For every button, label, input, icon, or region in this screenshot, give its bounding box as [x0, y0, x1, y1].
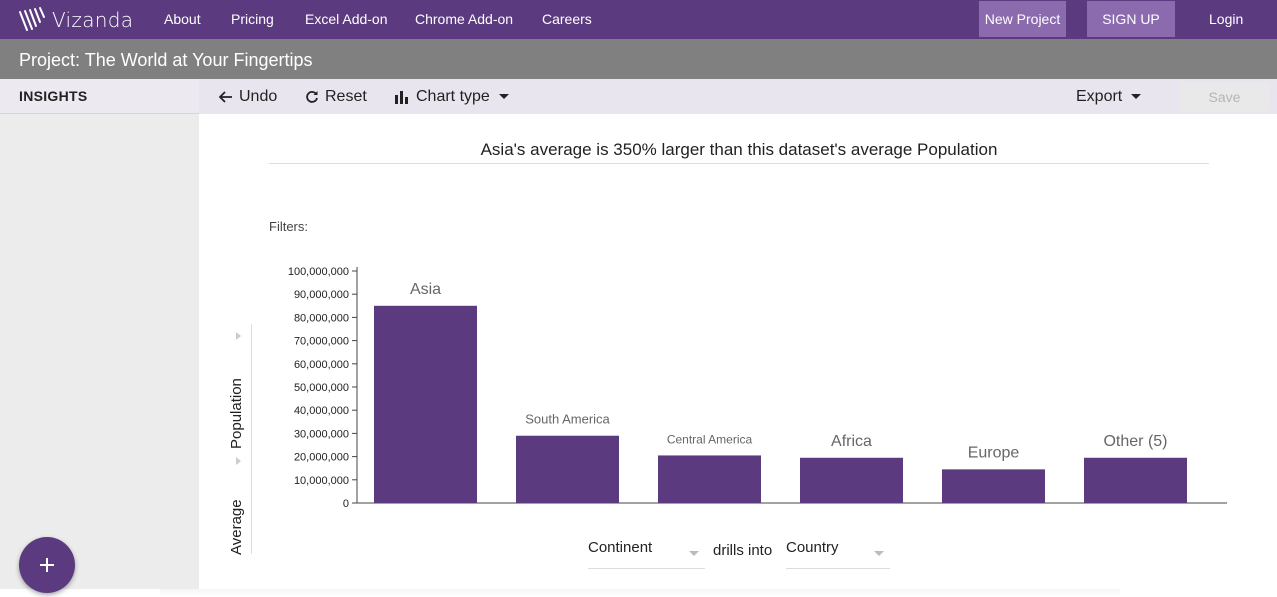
y-tick-label: 60,000,000: [294, 359, 349, 371]
export-dropdown[interactable]: Export: [1076, 79, 1142, 114]
arrow-left-icon: [219, 90, 232, 103]
y-tick-label: 70,000,000: [294, 336, 349, 348]
logo-text: Vizanda: [52, 8, 134, 32]
reset-label: Reset: [325, 87, 367, 105]
vizanda-logo[interactable]: Vizanda: [18, 5, 133, 35]
drills-into-label: drills into: [713, 542, 773, 559]
expand-arrow-icon[interactable]: [236, 332, 241, 340]
caret-down-icon: [1131, 93, 1142, 99]
drill-from-select[interactable]: Continent: [588, 539, 705, 569]
y-tick-label: 20,000,000: [294, 452, 349, 464]
bar[interactable]: [942, 469, 1045, 503]
drill-to-value: Country: [786, 539, 839, 556]
nav-link-excel-addon[interactable]: Excel Add-on: [305, 11, 388, 27]
y-tick-label: 100,000,000: [288, 266, 349, 278]
y-tick-label: 80,000,000: [294, 312, 349, 324]
y-tick-label: 90,000,000: [294, 289, 349, 301]
drill-from-value: Continent: [588, 539, 653, 556]
nav-link-pricing[interactable]: Pricing: [231, 11, 274, 27]
bar-category-label: Africa: [831, 433, 872, 450]
sidebar-header: INSIGHTS: [0, 79, 199, 114]
filters-label: Filters:: [269, 219, 308, 234]
reset-button[interactable]: Reset: [305, 79, 367, 114]
caret-down-icon: [498, 93, 509, 99]
save-button: Save: [1180, 82, 1269, 111]
project-bar: Project: The World at Your Fingertips: [0, 39, 1277, 79]
insight-panel: Asia's average is 350% larger than this …: [199, 114, 1277, 589]
nav-link-about[interactable]: About: [164, 11, 201, 27]
bar-category-label: Europe: [968, 444, 1020, 461]
page-footer-shadow: [160, 589, 1120, 597]
bar[interactable]: [658, 455, 761, 503]
bar-category-label: Central America: [667, 432, 753, 446]
top-navbar: Vizanda About Pricing Excel Add-on Chrom…: [0, 0, 1277, 39]
login-link[interactable]: Login: [1209, 11, 1244, 27]
undo-button[interactable]: Undo: [219, 79, 277, 114]
vizanda-logo-icon: [19, 7, 45, 31]
project-title: Project: The World at Your Fingertips: [19, 50, 313, 70]
drill-to-select[interactable]: Country: [786, 539, 890, 569]
chart-type-dropdown[interactable]: Chart type: [394, 79, 510, 114]
nav-link-careers[interactable]: Careers: [542, 11, 592, 27]
y-tick-label: 50,000,000: [294, 382, 349, 394]
bar-category-label: South America: [525, 412, 610, 427]
bar[interactable]: [1084, 457, 1187, 503]
bar[interactable]: [516, 435, 619, 503]
y-tick-label: 30,000,000: [294, 428, 349, 440]
bar-chart: 0 10,000,000 20,000,000 30,000,000 40,000,00…: [288, 266, 1227, 510]
y-tick-label: 40,000,000: [294, 405, 349, 417]
bar[interactable]: [374, 305, 477, 503]
y-tick-label: 0: [343, 498, 349, 510]
y-label-divider: [251, 324, 252, 554]
chart-toolbar: Undo Reset Chart type Export Save: [199, 79, 1277, 114]
insight-headline: Asia's average is 350% larger than this …: [269, 140, 1209, 164]
insights-heading: INSIGHTS: [19, 88, 88, 104]
plus-icon: [40, 558, 54, 572]
expand-arrow-icon[interactable]: [236, 457, 241, 465]
y-tick-label: 10,000,000: [294, 475, 349, 487]
add-insight-button[interactable]: [19, 537, 75, 593]
export-label: Export: [1076, 87, 1123, 105]
chevron-down-icon: [874, 551, 884, 556]
new-project-button[interactable]: New Project: [979, 1, 1066, 37]
refresh-icon: [306, 90, 318, 103]
bar[interactable]: [800, 457, 903, 503]
sign-up-button[interactable]: SIGN UP: [1087, 1, 1175, 37]
nav-link-chrome-addon[interactable]: Chrome Add-on: [415, 11, 514, 27]
insights-sidebar: INSIGHTS: [0, 79, 199, 589]
bar-chart-icon: [395, 90, 408, 104]
chart-type-label: Chart type: [416, 87, 490, 105]
chevron-down-icon: [689, 551, 699, 556]
bar-category-label: Asia: [410, 281, 441, 298]
bar-category-label: Other (5): [1103, 433, 1167, 450]
undo-label: Undo: [239, 87, 278, 105]
